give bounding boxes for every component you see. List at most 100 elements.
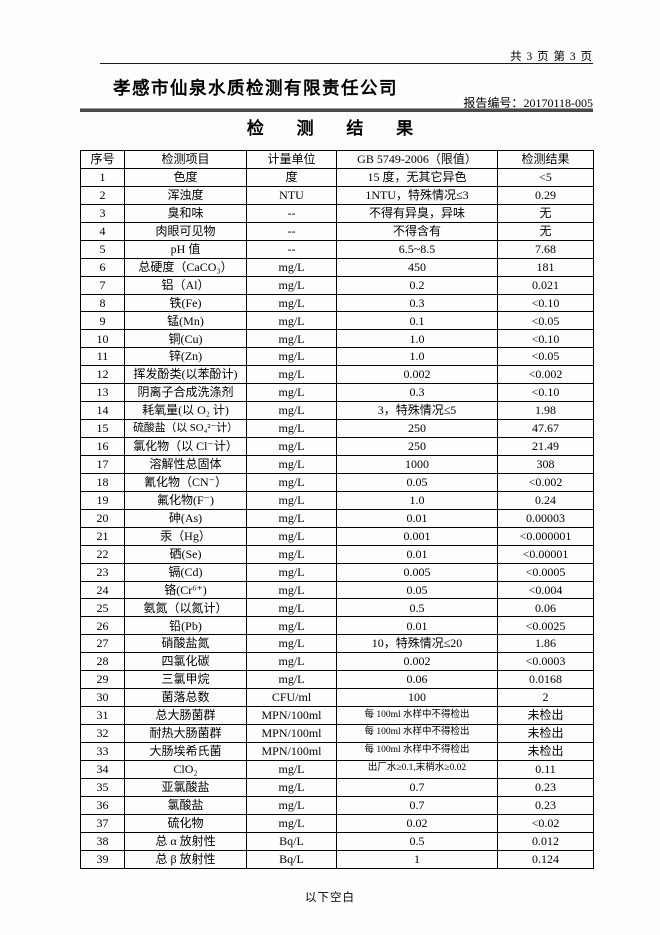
table-cell: 无 (497, 203, 594, 223)
table-cell: mg/L (246, 311, 337, 331)
table-cell: 三氯甲烷 (124, 670, 247, 690)
table-cell: mg/L (246, 257, 337, 277)
table-cell: <0.10 (497, 329, 594, 349)
report-number: 报告编号：20170118-005 (463, 94, 593, 111)
table-cell: mg/L (246, 329, 337, 349)
column-header: GB 5749-2006（限值） (336, 150, 498, 169)
table-cell: 0.002 (336, 652, 498, 672)
table-cell: 菌落总数 (124, 688, 247, 708)
table-row: 20 砷(As) mg/L 0.01 0.00003 (80, 508, 594, 528)
table-cell: 臭和味 (124, 203, 247, 223)
table-cell: 7 (80, 275, 125, 295)
table-cell: mg/L (246, 795, 337, 815)
table-cell: 5 (80, 239, 125, 259)
table-cell: 汞（Hg） (124, 526, 247, 546)
table-row: 30 菌落总数 CFU/ml 100 2 (80, 688, 594, 708)
table-cell: mg/L (246, 526, 337, 546)
table-cell: 0.2 (336, 275, 498, 295)
results-table-head: 序号 检测项目 计量单位 GB 5749-2006（限值） 检测结果 (80, 150, 594, 169)
table-cell: 0.5 (336, 831, 498, 851)
table-cell: 0.5 (336, 598, 498, 618)
table-cell: <0.10 (497, 383, 594, 403)
table-cell: 1 (80, 167, 125, 187)
results-table: 序号 检测项目 计量单位 GB 5749-2006（限值） 检测结果 1 色度度 15 度，… (80, 150, 594, 869)
table-cell: 450 (336, 257, 498, 277)
table-cell: 0.06 (497, 598, 594, 618)
table-cell: 21 (80, 526, 125, 546)
table-row: 27 硝酸盐氮 mg/L 10，特殊情况≤20 1.86 (80, 634, 594, 654)
table-row: 1 色度度 15 度，无其它异色 <5 (80, 167, 594, 187)
table-cell: 29 (80, 670, 125, 690)
table-cell: mg/L (246, 544, 337, 564)
table-row: 5 pH 值 -- 6.5~8.5 7.68 (80, 239, 594, 259)
table-cell: 0.02 (336, 813, 498, 833)
table-cell: <0.004 (497, 580, 594, 600)
table-cell: 硒(Se) (124, 544, 247, 564)
table-cell: mg/L (246, 616, 337, 636)
table-cell: 1000 (336, 454, 498, 474)
table-cell: mg/L (246, 759, 337, 779)
table-cell: 4 (80, 221, 125, 241)
table-cell: <0.02 (497, 813, 594, 833)
table-cell: 四氯化碳 (124, 652, 247, 672)
table-cell: 色度 (124, 167, 247, 187)
table-cell: 砷(As) (124, 508, 247, 528)
table-cell: 37 (80, 813, 125, 833)
table-cell: mg/L (246, 652, 337, 672)
table-cell: MPN/100ml (246, 706, 337, 725)
table-row: 35 亚氯酸盐 mg/L 0.7 0.23 (80, 777, 594, 797)
table-row: 39 总 β 放射性 Bq/L 1 0.124 (80, 849, 594, 869)
table-row: 32 耐热大肠菌群 MPN/100ml 每 100ml 水样中不得检出 未检出 (80, 724, 594, 743)
table-cell: 0.11 (497, 759, 594, 779)
footer-note: 以下空白 (305, 892, 355, 904)
table-cell: 6.5~8.5 (336, 239, 498, 259)
table-cell: 14 (80, 401, 125, 421)
table-cell: 28 (80, 652, 125, 672)
table-cell: mg/L (246, 383, 337, 403)
table-cell: 12 (80, 365, 125, 385)
column-header: 检测项目 (124, 150, 247, 169)
table-cell: <0.0003 (497, 652, 594, 672)
table-cell: 36 (80, 795, 125, 815)
page-number: 共 3 页 第 3 页 (510, 51, 593, 63)
column-header: 检测结果 (497, 150, 594, 169)
table-cell: mg/L (246, 293, 337, 313)
table-cell: mg/L (246, 508, 337, 528)
header-row: 序号 检测项目 计量单位 GB 5749-2006（限值） 检测结果 (80, 150, 594, 169)
table-row: 38 总 α 放射性 Bq/L 0.5 0.012 (80, 831, 594, 851)
table-cell: <0.05 (497, 311, 594, 331)
table-row: 18 氰化物（CN⁻） mg/L 0.05 <0.002 (80, 472, 594, 492)
table-cell: 每 100ml 水样中不得检出 (336, 724, 498, 743)
table-cell: 大肠埃希氏菌 (124, 741, 247, 761)
table-cell: 0.7 (336, 777, 498, 797)
table-row: 12 挥发酚类(以苯酚计) mg/L 0.002 <0.002 (80, 365, 594, 385)
table-cell: 31 (80, 706, 125, 725)
table-row: 36 氯酸盐 mg/L 0.7 0.23 (80, 795, 594, 815)
table-cell: 35 (80, 777, 125, 797)
table-cell: 19 (80, 490, 125, 510)
table-cell: 亚氯酸盐 (124, 777, 247, 797)
report-title: 检 测 结 果 (246, 119, 428, 138)
table-row: 29 三氯甲烷 mg/L 0.06 0.0168 (80, 670, 594, 690)
table-cell: 13 (80, 383, 125, 403)
table-cell: 2 (80, 185, 125, 205)
table-cell: <0.002 (497, 472, 594, 492)
table-cell: 铝（Al） (124, 275, 247, 295)
table-cell: 47.67 (497, 419, 594, 438)
table-cell: 34 (80, 759, 125, 779)
table-cell: -- (246, 239, 337, 259)
table-cell: 38 (80, 831, 125, 851)
table-cell: 锌(Zn) (124, 347, 247, 367)
table-row: 31 总大肠菌群 MPN/100ml 每 100ml 水样中不得检出 未检出 (80, 706, 594, 725)
table-cell: 1.86 (497, 634, 594, 654)
table-row: 8 铁(Fe) mg/L 0.3 <0.10 (80, 293, 594, 313)
table-cell: 21.49 (497, 437, 594, 456)
table-cell: 总 β 放射性 (124, 849, 247, 869)
table-cell: <0.0025 (497, 616, 594, 636)
table-cell: 33 (80, 741, 125, 761)
table-cell: mg/L (246, 419, 337, 438)
table-cell: 0.0168 (497, 670, 594, 690)
table-row: 4 肉眼可见物 -- 不得含有无 (80, 221, 594, 241)
table-cell: 0.06 (336, 670, 498, 690)
